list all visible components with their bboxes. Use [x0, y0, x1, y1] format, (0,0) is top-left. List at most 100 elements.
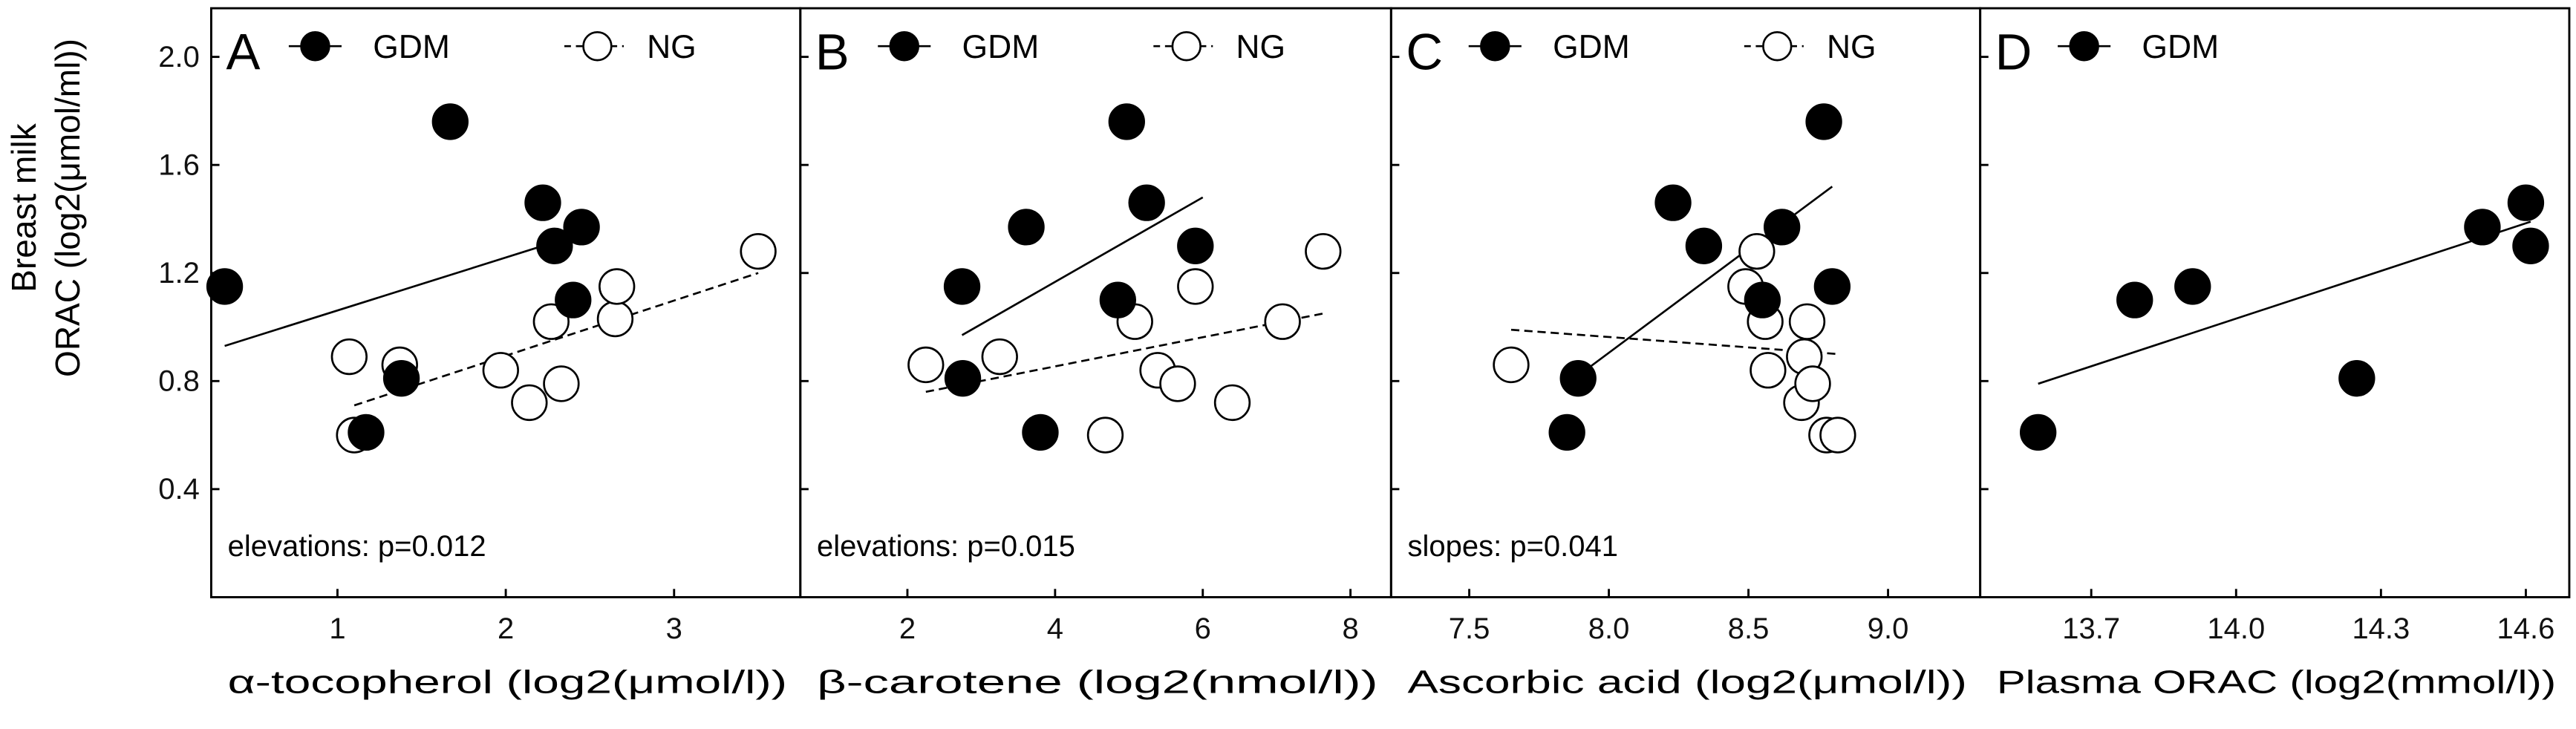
panels: 0.4 0.8 1.2 1.6 2.0 1 2 3 α-tocopherol (log2(μmo… [158, 7, 2571, 700]
data-point-ng [1788, 303, 1826, 340]
stats-annotation: elevations: p=0.012 [228, 530, 486, 563]
data-point-ng [1264, 303, 1301, 340]
fit-line-ng [1510, 328, 1838, 356]
data-point-gdm [2116, 281, 2153, 318]
data-point-gdm [1764, 209, 1801, 246]
data-point-ng [1086, 416, 1124, 454]
data-point-gdm [944, 360, 982, 397]
legend-marker-gdm [300, 30, 330, 62]
panel-frame [1389, 7, 1982, 598]
x-tick-label: 9.0 [1868, 612, 1909, 645]
data-point-ng [1794, 365, 1831, 402]
data-point-gdm [536, 227, 573, 265]
legend-label-ng: NG [1827, 29, 1876, 65]
data-point-gdm [2174, 268, 2211, 305]
fit-line-gdm [224, 239, 561, 347]
x-tick-label: 13.7 [2062, 612, 2120, 645]
data-point-ng [1493, 346, 1530, 384]
panel-frame [209, 7, 802, 598]
fit-line-gdm [2038, 220, 2531, 385]
y-axis-label: Breast milk ORAC (log2(μmol/ml)) [4, 39, 87, 377]
data-point-ng [543, 365, 580, 402]
legend-label-gdm: GDM [962, 29, 1040, 65]
fit-line-ng [925, 313, 1324, 393]
legend-marker-ng [582, 30, 613, 62]
data-point-gdm [1744, 281, 1781, 318]
x-tick-label: 1 [329, 612, 345, 645]
data-point-ng [981, 338, 1018, 376]
panel-letter: A [226, 23, 260, 80]
data-point-gdm [1559, 360, 1597, 397]
x-tick-label: 14.3 [2352, 612, 2410, 645]
y-axis-label-line1: Breast milk [4, 122, 43, 292]
data-point-ng [740, 232, 777, 270]
panel-b: 2 4 6 8 β-carotene (log2(nmol/l)) B GDM NG eleva… [799, 7, 1392, 700]
y-tick-label: 2.0 [158, 41, 200, 73]
data-point-gdm [2507, 184, 2545, 221]
fit-line-gdm [961, 196, 1204, 336]
legend-marker-ng [1762, 30, 1793, 62]
x-tick-label: 14.6 [2497, 612, 2555, 645]
y-tick-label: 0.8 [158, 365, 200, 398]
x-tick-label: 2 [899, 612, 916, 645]
stats-annotation: elevations: p=0.015 [817, 530, 1075, 563]
panel-letter: D [1995, 23, 2032, 80]
legend-marker-gdm [889, 30, 919, 62]
data-point-gdm [563, 209, 600, 246]
legend-label-gdm: GDM [1553, 29, 1630, 65]
data-point-ng [1305, 232, 1342, 270]
legend-label-ng: NG [1236, 29, 1285, 65]
data-point-ng [330, 338, 368, 376]
x-tick-label: 8.0 [1588, 612, 1630, 645]
panel-frame [799, 7, 1392, 598]
panel-c: 7.5 8.0 8.5 9.0 Ascorbic acid (log2(μmol/l))… [1389, 7, 1982, 700]
data-point-gdm [2338, 360, 2376, 397]
panel-frame [1979, 7, 2571, 598]
data-point-gdm [943, 268, 981, 305]
data-point-ng [599, 268, 636, 305]
data-point-gdm [1685, 227, 1723, 265]
y-tick-label: 0.4 [158, 473, 200, 506]
legend-label-gdm: GDM [2142, 29, 2219, 65]
panel-a: 0.4 0.8 1.2 1.6 2.0 1 2 3 α-tocopherol (log2(μmo… [158, 7, 802, 700]
x-tick-label: 3 [666, 612, 682, 645]
legend: GDM NG [288, 29, 697, 65]
data-point-gdm [2464, 209, 2501, 246]
data-point-gdm [1177, 227, 1214, 265]
data-point-gdm [1654, 184, 1692, 221]
y-axis-label-line2: ORAC (log2(μmol/ml)) [48, 39, 87, 377]
x-axis-label: β-carotene (log2(nmol/l)) [817, 664, 1378, 700]
data-point-gdm [1108, 103, 1145, 140]
data-point-ng [1159, 365, 1196, 402]
y-tick-label: 1.2 [158, 257, 200, 290]
figure-scale-group: 0.4 0.8 1.2 1.6 2.0 1 2 3 α-tocopherol (log2(μmo… [158, 7, 2571, 700]
x-tick-label: 14.0 [2207, 612, 2265, 645]
x-axis-label: α-tocopherol (log2(μmol/l)) [228, 664, 787, 700]
x-axis-label: Plasma ORAC (log2(mmol/l)) [1997, 664, 2556, 700]
legend: GDM [2058, 29, 2219, 65]
x-tick-label: 2 [498, 612, 514, 645]
stats-annotation: slopes: p=0.041 [1408, 530, 1618, 563]
panel-d: 13.7 14.0 14.3 14.6 Plasma ORAC (log2(mmol/l… [1979, 7, 2571, 700]
x-axis-label: Ascorbic acid (log2(μmol/l)) [1408, 664, 1967, 700]
data-point-ng [907, 346, 945, 384]
data-point-ng [482, 352, 519, 389]
data-point-gdm [555, 281, 592, 318]
legend-marker-ng [1171, 30, 1201, 62]
data-point-gdm [1813, 268, 1851, 305]
data-point-gdm [1548, 413, 1585, 451]
data-point-gdm [1099, 281, 1137, 318]
data-point-ng [1819, 416, 1856, 454]
data-point-ng [1213, 384, 1251, 422]
data-point-gdm [206, 268, 244, 305]
data-point-gdm [1128, 184, 1165, 221]
x-tick-label: 7.5 [1449, 612, 1490, 645]
legend-marker-gdm [2069, 30, 2099, 62]
legend: GDM NG [878, 29, 1285, 65]
data-point-ng [1738, 232, 1776, 270]
x-tick-label: 8 [1342, 612, 1358, 645]
y-tick-label: 1.6 [158, 149, 200, 182]
data-point-gdm [382, 360, 420, 397]
data-point-gdm [2020, 413, 2057, 451]
